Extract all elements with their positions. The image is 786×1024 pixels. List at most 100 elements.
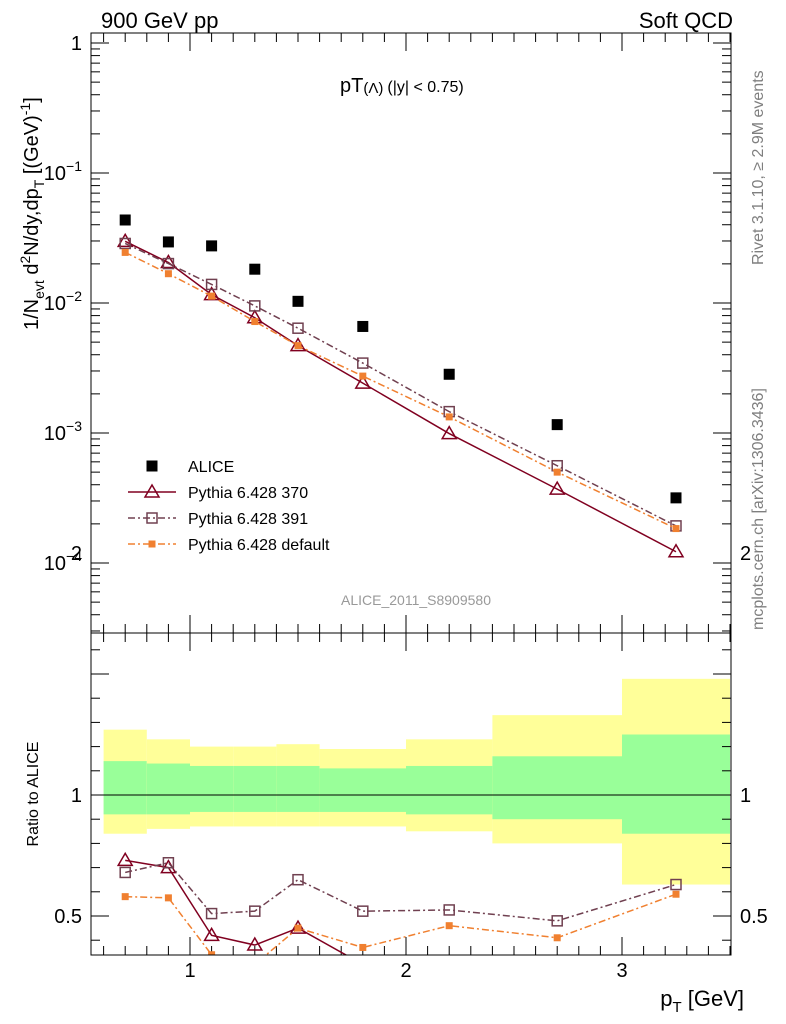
ratio-data-point bbox=[162, 857, 175, 869]
ratio-uncertainty-bands bbox=[91, 678, 731, 885]
header-left-title: 900 GeV pp bbox=[101, 8, 218, 33]
data-point bbox=[292, 295, 304, 307]
ratio-data-point bbox=[121, 893, 129, 901]
mcplots-reference-text: mcplots.cern.ch [arXiv:1306.3436] bbox=[750, 388, 767, 630]
x-tick-label: 3 bbox=[616, 960, 627, 982]
data-point bbox=[249, 263, 261, 275]
ratio-data-point bbox=[116, 851, 134, 867]
plot-title-main: pT bbox=[340, 75, 363, 97]
inner-uncertainty-band bbox=[276, 765, 320, 812]
data-point bbox=[359, 372, 367, 380]
data-point bbox=[292, 322, 304, 334]
x-tick-label: 2 bbox=[400, 960, 411, 982]
inner-uncertainty-band bbox=[233, 765, 277, 812]
data-point bbox=[162, 236, 174, 248]
legend-marker bbox=[143, 483, 161, 498]
main-plot-frame bbox=[90, 32, 732, 634]
series-line bbox=[124, 242, 677, 527]
ratio-data-point bbox=[357, 905, 369, 917]
y-tick-label: 1 bbox=[71, 33, 82, 55]
ratio-data-point bbox=[203, 926, 220, 942]
y-tick-label: 0.5 bbox=[54, 906, 82, 928]
inner-uncertainty-band bbox=[146, 763, 190, 815]
ratio-data-point bbox=[553, 934, 561, 942]
data-point bbox=[119, 214, 131, 226]
data-point bbox=[357, 357, 369, 369]
data-point bbox=[162, 257, 175, 270]
y-tick-label: 10−1 bbox=[44, 158, 82, 185]
inner-uncertainty-band bbox=[103, 761, 147, 815]
data-point bbox=[672, 525, 680, 533]
ratio-data-point bbox=[208, 951, 216, 955]
data-point bbox=[251, 318, 259, 326]
ratio-data-point bbox=[119, 866, 131, 879]
ratio-axis-ticks: 1 2 3 0.5 0.5 1 1 2 2 bbox=[54, 543, 768, 982]
legend-label: Pythia 6.428 default bbox=[188, 537, 330, 554]
data-point bbox=[116, 232, 134, 248]
ratio-y-axis-label: Ratio to ALICE bbox=[25, 742, 42, 847]
legend-label: ALICE bbox=[188, 459, 234, 476]
y-tick-label: 10−4 bbox=[44, 548, 82, 575]
ratio-data-marks bbox=[116, 851, 682, 968]
ratio-data-point bbox=[670, 878, 682, 891]
data-point bbox=[160, 253, 177, 269]
data-point bbox=[354, 374, 372, 389]
x-tick-label: 1 bbox=[184, 960, 195, 982]
y-tick-label-right: 2 bbox=[740, 543, 751, 565]
plot-title-cut: (|y| < 0.75) bbox=[387, 79, 463, 96]
data-point bbox=[357, 320, 369, 332]
inner-uncertainty-band bbox=[492, 756, 622, 820]
ratio-data-point bbox=[443, 904, 455, 916]
y-tick-label: 1 bbox=[71, 785, 82, 807]
legend: ALICE Pythia 6.428 370 Pythia 6.428 391 Pyt… bbox=[128, 459, 330, 554]
data-point bbox=[294, 342, 302, 350]
inner-uncertainty-band bbox=[622, 734, 730, 834]
data-point bbox=[667, 543, 685, 558]
top-data-marks bbox=[116, 214, 685, 558]
data-point bbox=[205, 278, 218, 291]
y-tick-label: 10−2 bbox=[44, 288, 82, 315]
plot-title: pT(Λ) (|y| < 0.75) bbox=[340, 75, 464, 97]
data-point bbox=[121, 248, 129, 256]
ratio-series-line bbox=[125, 861, 677, 922]
y-tick-label-right: 1 bbox=[740, 785, 751, 807]
data-point bbox=[445, 413, 453, 421]
ratio-data-point bbox=[294, 924, 302, 932]
legend-label: Pythia 6.428 370 bbox=[188, 485, 308, 502]
ratio-data-point bbox=[551, 915, 563, 927]
ratio-data-point bbox=[164, 894, 172, 902]
ratio-data-point bbox=[246, 936, 264, 951]
ratio-data-point bbox=[445, 922, 453, 930]
ratio-data-point bbox=[251, 961, 258, 968]
ratio-data-point bbox=[359, 943, 367, 951]
y-axis-label: 1/Nevt d2N/dy,dpT [(GeV)-1] bbox=[17, 97, 47, 330]
ratio-series-line bbox=[125, 859, 348, 955]
data-point bbox=[164, 270, 172, 278]
series-line bbox=[124, 240, 677, 553]
ratio-plot-frame bbox=[90, 632, 732, 956]
analysis-watermark: ALICE_2011_S8909580 bbox=[341, 592, 491, 608]
legend-marker bbox=[148, 540, 156, 548]
inner-uncertainty-band bbox=[406, 765, 493, 815]
header-right-title: Soft QCD bbox=[639, 8, 733, 33]
data-point bbox=[551, 419, 563, 431]
inner-uncertainty-band bbox=[190, 765, 234, 812]
y-tick-label-right: 0.5 bbox=[740, 906, 768, 928]
data-point bbox=[206, 240, 218, 252]
top-axis-ticks: 1 10−1 10−2 10−3 10−4 bbox=[44, 33, 731, 633]
ratio-data-point bbox=[292, 873, 304, 886]
legend-label: Pythia 6.428 391 bbox=[188, 511, 308, 528]
data-point bbox=[119, 237, 131, 250]
data-point bbox=[670, 492, 682, 504]
plot-title-sub: (Λ) bbox=[363, 80, 383, 97]
ratio-data-point bbox=[672, 890, 680, 898]
legend-marker bbox=[146, 460, 158, 472]
data-point bbox=[548, 480, 566, 495]
legend-marker bbox=[146, 512, 158, 524]
ratio-plot-panel: Ratio to ALICE 1 2 3 0.5 0.5 1 1 2 2 pT [GeV] bbox=[25, 543, 768, 1016]
rivet-version-text: Rivet 3.1.10, ≥ 2.9M events bbox=[750, 70, 767, 265]
data-point bbox=[249, 300, 261, 312]
data-point bbox=[440, 425, 458, 440]
inner-uncertainty-band bbox=[319, 768, 406, 812]
